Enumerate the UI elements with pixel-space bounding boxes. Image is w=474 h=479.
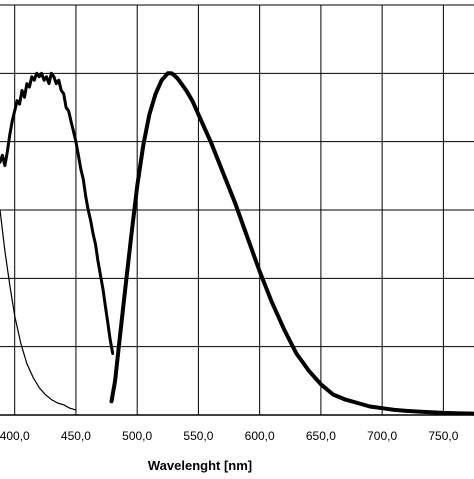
- x-axis-title: Wavelenght [nm]: [148, 458, 252, 473]
- x-tick-label-3: 550,0: [183, 429, 213, 443]
- x-tick-label-2: 500,0: [122, 429, 152, 443]
- x-tick-labels: 400,0 450,0 500,0 550,0 600,0 650,0 700,0 750,0: [0, 429, 459, 443]
- x-tick-label-7: 750,0: [428, 429, 458, 443]
- x-tick-label-5: 650,0: [306, 429, 336, 443]
- series-group: [0, 73, 474, 413]
- x-tick-label-0: 400,0: [0, 429, 30, 443]
- x-tick-label-1: 450,0: [61, 429, 91, 443]
- series-line-2: [0, 210, 76, 410]
- series-line-1: [0, 73, 113, 353]
- series-line-3: [112, 73, 474, 413]
- x-tick-label-6: 700,0: [367, 429, 397, 443]
- x-tick-label-4: 600,0: [245, 429, 275, 443]
